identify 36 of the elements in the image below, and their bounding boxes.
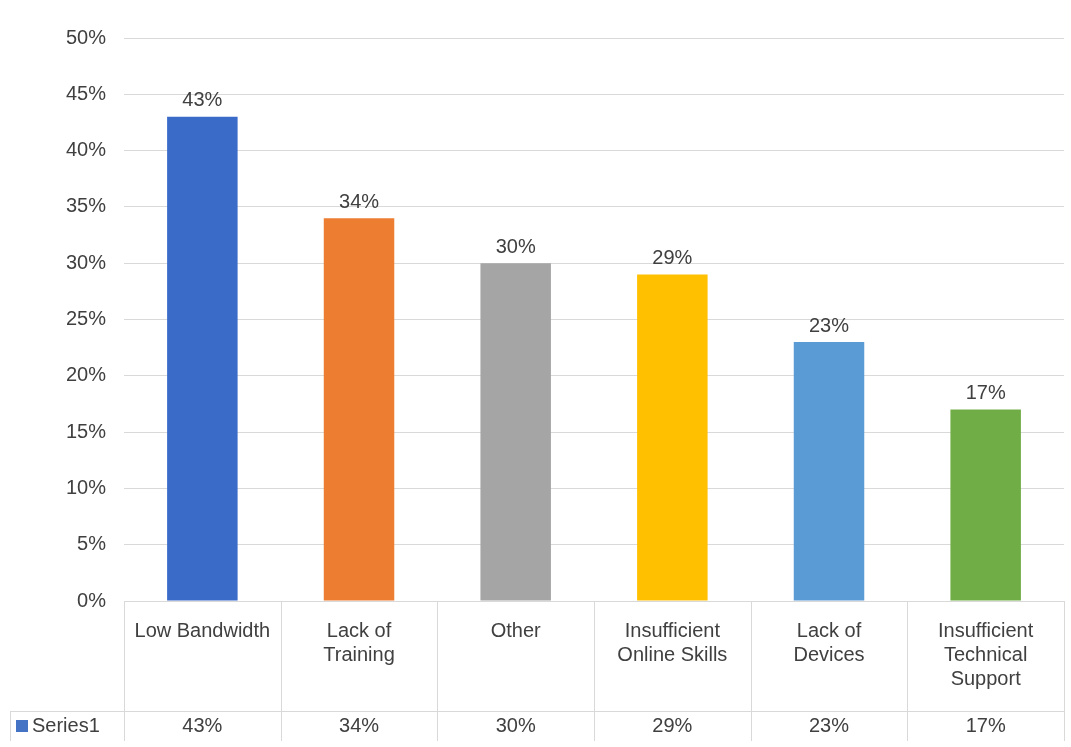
y-tick-label: 50% <box>66 25 107 48</box>
text: 29% <box>652 245 693 268</box>
data-label: 17% <box>965 713 1006 736</box>
text: 30% <box>495 234 536 257</box>
text: 34% <box>339 189 380 212</box>
y-tick-label: 10% <box>66 475 107 498</box>
data-label: 30% <box>495 713 536 736</box>
data-label: 43% <box>182 713 223 736</box>
x-tick-label: Other <box>490 618 542 641</box>
bar <box>167 116 238 601</box>
y-tick-label: 15% <box>66 419 107 442</box>
x-tick-label: Insufficient Technical Support <box>938 618 1034 689</box>
x-tick-label: Low Bandwidth <box>134 618 271 641</box>
bar <box>637 274 708 601</box>
y-tick-label: 45% <box>66 81 107 104</box>
x-tick-label: Insufficient Online Skills <box>617 618 728 665</box>
data-label: 34% <box>339 713 380 736</box>
y-tick-label: 5% <box>77 532 107 555</box>
text: 23% <box>808 313 850 336</box>
bar <box>950 409 1021 601</box>
y-tick-label: 30% <box>66 250 107 273</box>
bar <box>793 342 865 601</box>
y-tick-label: 25% <box>66 307 107 330</box>
x-tick-label: Lack of Devices <box>793 618 865 665</box>
data-label: 29% <box>652 713 693 736</box>
x-tick-label: Lack of Training <box>323 618 395 665</box>
bar <box>323 218 395 601</box>
data-label: 23% <box>808 713 850 736</box>
y-tick-label: 0% <box>77 588 107 611</box>
text: 43% <box>182 88 223 111</box>
y-tick-label: 35% <box>66 194 107 217</box>
text: 17% <box>965 381 1006 404</box>
y-tick-label: 20% <box>66 363 107 386</box>
bar <box>480 263 551 601</box>
y-tick-label: 40% <box>66 138 107 161</box>
legend-label: Series1 <box>32 713 100 736</box>
